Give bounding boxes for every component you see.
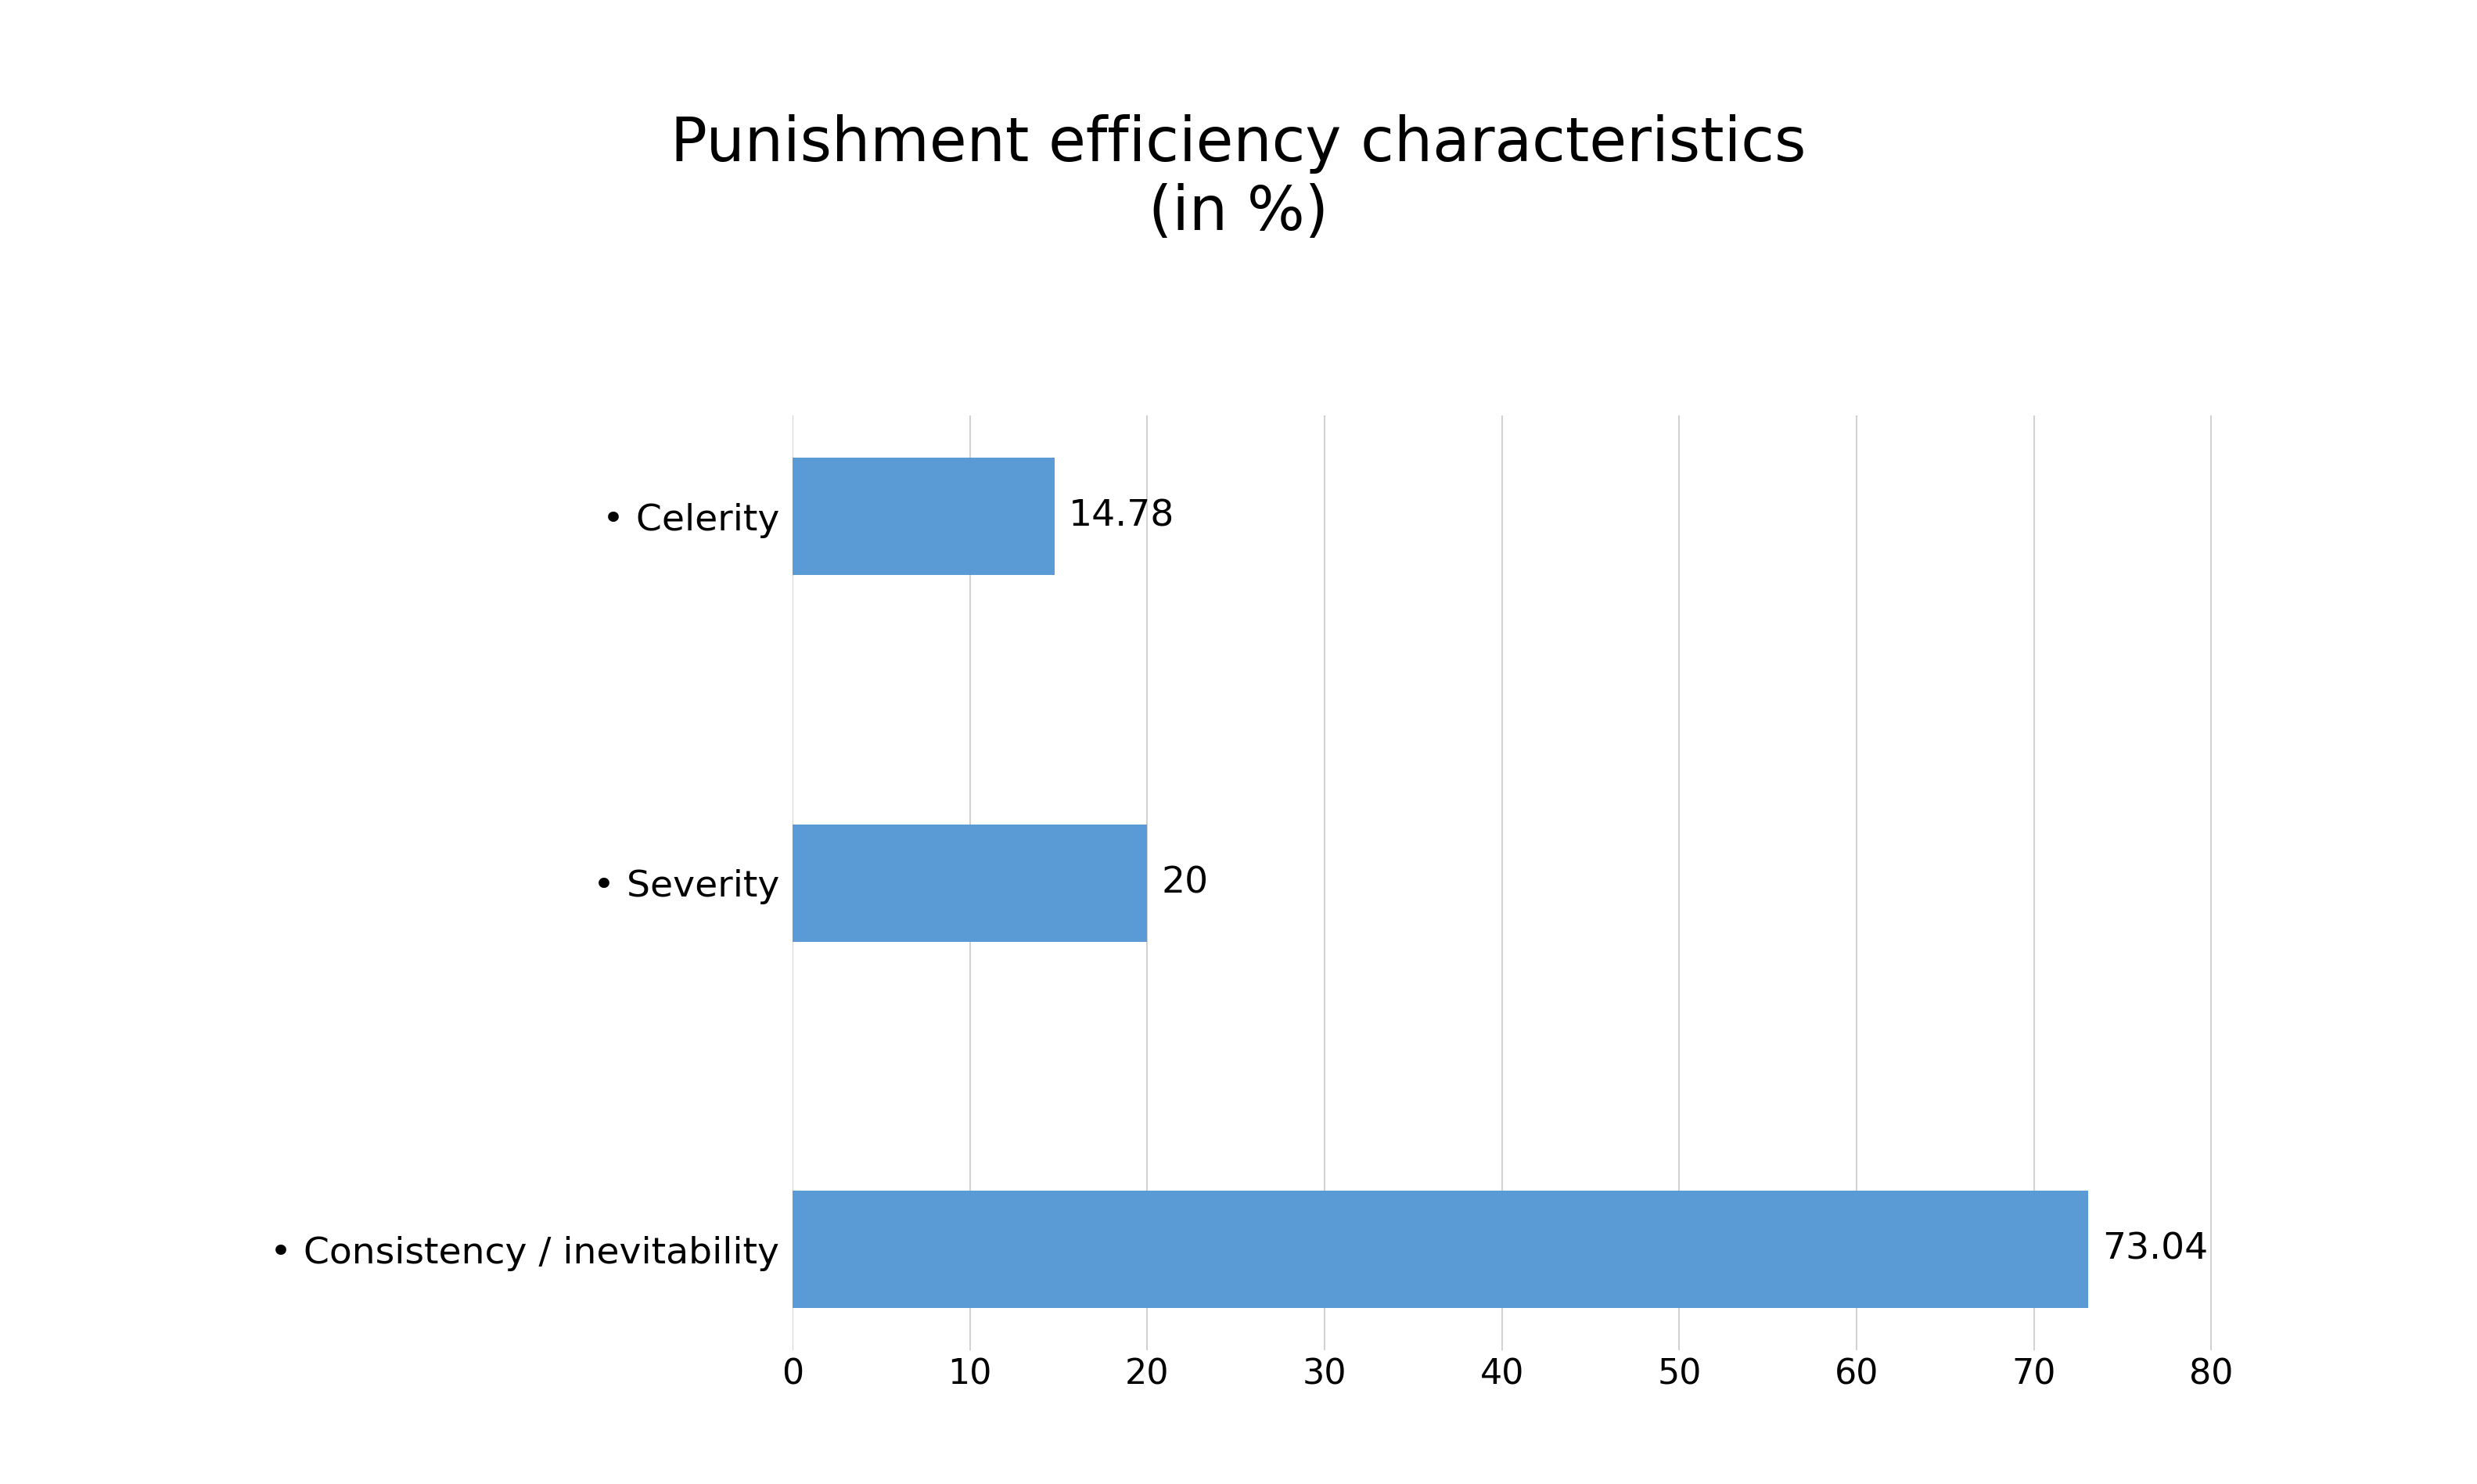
Bar [793,459,1055,576]
Text: 73.04: 73.04 [2103,1232,2207,1267]
Bar [793,825,1147,941]
Text: Punishment efficiency characteristics
(in %): Punishment efficiency characteristics (i… [671,114,1806,242]
Text: 14.78: 14.78 [1070,499,1174,534]
Text: 20: 20 [1162,865,1209,901]
Bar [793,1190,2088,1307]
